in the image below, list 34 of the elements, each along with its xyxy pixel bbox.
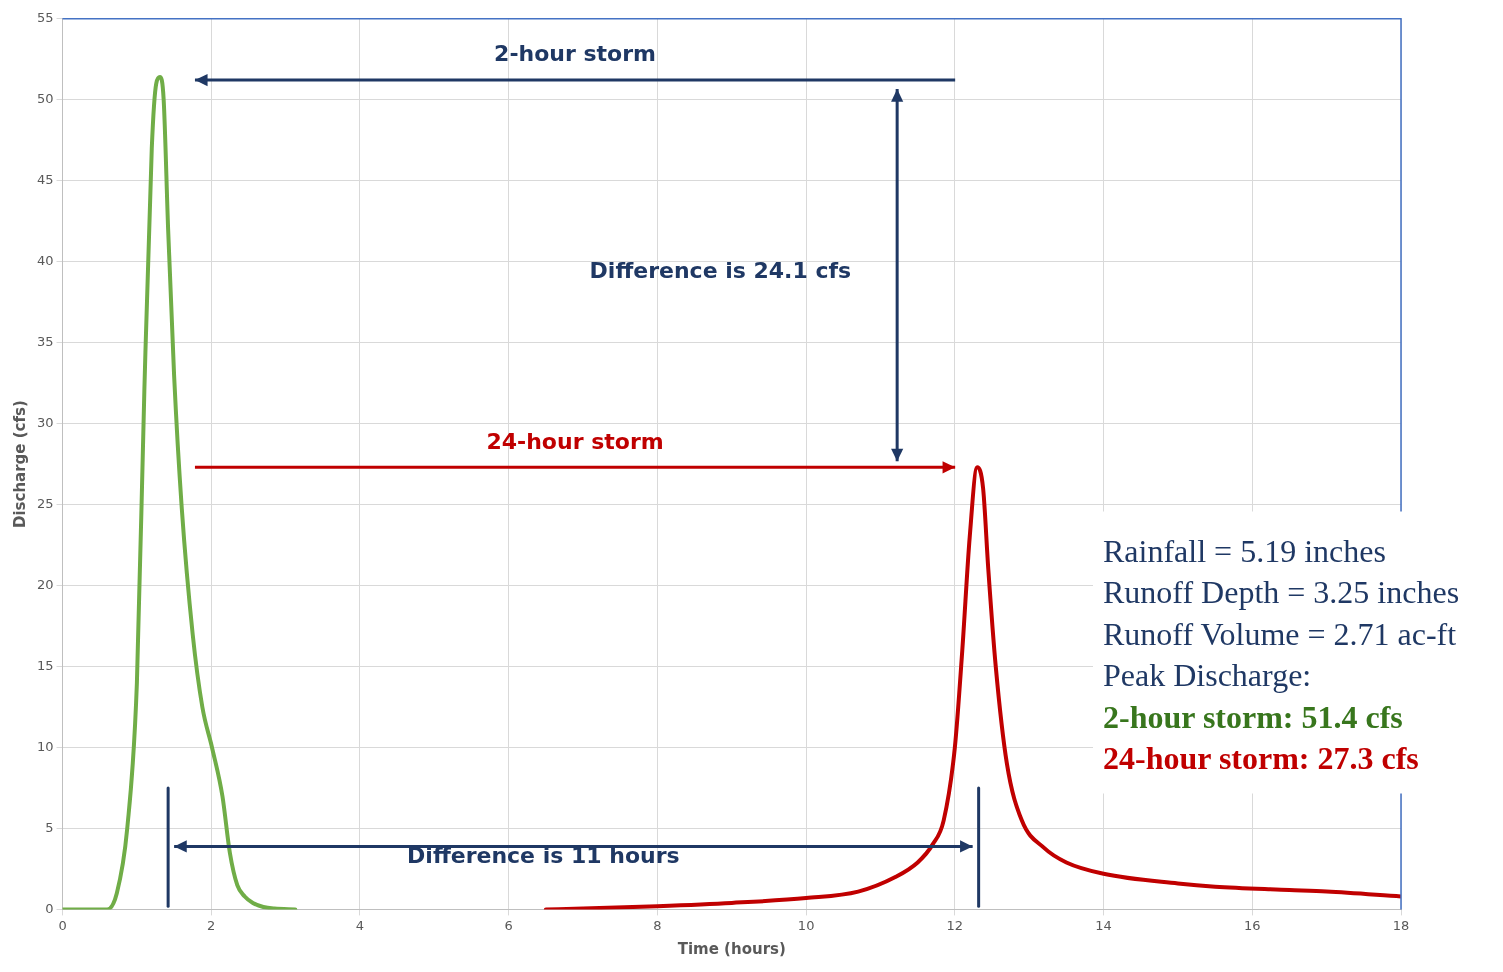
x-axis-title: Time (hours) <box>677 939 786 958</box>
y-tick-label: 45 <box>37 172 54 188</box>
annotation: 2-hour storm <box>494 40 656 66</box>
x-tick-label: 18 <box>1392 917 1410 933</box>
annotation: 2-hour storm: 51.4 cfs <box>1103 698 1403 735</box>
y-tick-label: 5 <box>45 819 54 835</box>
y-tick-label: 10 <box>37 738 54 754</box>
y-axis-title: Discharge (cfs) <box>10 400 29 529</box>
annotation: Rainfall = 5.19 inches <box>1103 532 1386 569</box>
annotation: Runoff Depth = 3.25 inches <box>1103 574 1460 611</box>
y-tick-label: 15 <box>37 657 54 673</box>
annotation: 24-hour storm: 27.3 cfs <box>1103 740 1419 777</box>
y-tick-label: 25 <box>37 495 54 511</box>
annotation: 24-hour storm <box>486 429 664 455</box>
y-tick-label: 0 <box>45 900 54 916</box>
x-tick-label: 8 <box>653 917 662 933</box>
x-tick-label: 12 <box>946 917 964 933</box>
annotation: Peak Discharge: <box>1103 657 1312 694</box>
annotation: Difference is 24.1 cfs <box>589 257 852 283</box>
y-tick-label: 50 <box>37 91 54 107</box>
y-tick-label: 20 <box>37 576 54 592</box>
x-tick-label: 6 <box>504 917 513 933</box>
y-tick-label: 40 <box>37 253 54 269</box>
x-tick-label: 2 <box>207 917 216 933</box>
line-series <box>62 75 298 910</box>
x-tick-label: 0 <box>58 917 67 933</box>
y-tick-label: 35 <box>37 334 54 350</box>
x-tick-label: 4 <box>355 917 365 933</box>
x-tick-label: 10 <box>797 917 815 933</box>
y-tick-label: 30 <box>37 414 54 430</box>
annotation: Runoff Volume = 2.71 ac-ft <box>1103 615 1457 652</box>
x-tick-label: 14 <box>1095 917 1112 933</box>
x-tick-label: 16 <box>1244 917 1261 933</box>
y-tick-label: 55 <box>37 10 54 26</box>
